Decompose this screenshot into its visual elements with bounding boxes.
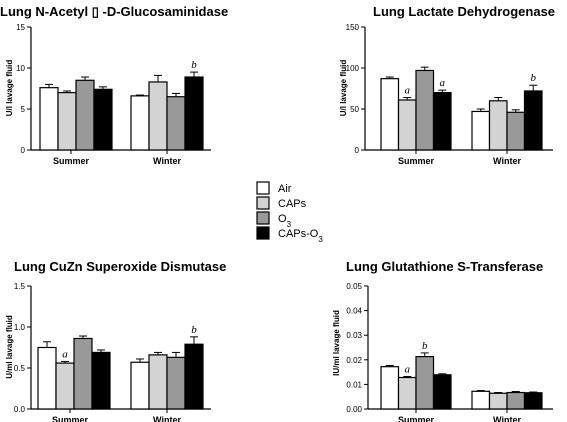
significance-label: a xyxy=(62,348,68,360)
bar xyxy=(380,366,400,410)
chart-title: Lung Glutathione S-Transferase xyxy=(346,259,543,274)
legend-label: CAPs-O3 xyxy=(278,228,323,244)
y-tick-label: 1.0 xyxy=(14,323,26,332)
y-tick-label: 10 xyxy=(16,64,25,73)
y-tick-label: 0.04 xyxy=(346,307,362,316)
significance-label: a xyxy=(405,85,411,97)
bar xyxy=(37,346,57,410)
y-tick-label: 0.5 xyxy=(14,364,26,373)
bar xyxy=(57,91,77,151)
bar xyxy=(506,391,526,410)
bar xyxy=(184,76,204,151)
y-axis-label: IU/ml lavage fluid xyxy=(332,310,341,376)
legend-swatch xyxy=(256,181,270,195)
bar xyxy=(488,100,508,151)
y-tick-label: 0 xyxy=(355,146,360,155)
bar xyxy=(397,99,417,151)
y-axis-label: U/l lavage fluid xyxy=(339,60,348,117)
y-tick-label: 5 xyxy=(21,105,26,114)
x-tick-label: Winter xyxy=(153,156,181,166)
bar xyxy=(75,79,95,151)
bar xyxy=(93,88,113,151)
significance-label: a xyxy=(405,364,411,376)
chart-title: Lung CuZn Superoxide Dismutase xyxy=(14,259,226,274)
y-tick-label: 0 xyxy=(21,146,26,155)
bar xyxy=(523,90,543,151)
y-tick-label: 150 xyxy=(346,23,360,32)
y-axis-label: U/ml lavage fluid xyxy=(5,315,14,379)
significance-label: b xyxy=(422,340,428,352)
chart-title: Lung N-Acetyl ▯ -D-Glucosaminidase xyxy=(0,4,228,19)
y-tick-label: 0.0 xyxy=(14,405,26,414)
y-tick-label: 0.03 xyxy=(346,331,362,340)
panel-n-acetyl-glucosaminidase: Lung N-Acetyl ▯ -D-Glucosaminidase U/l l… xyxy=(0,4,228,166)
y-tick-label: 0.00 xyxy=(346,405,362,414)
x-tick-label: Summer xyxy=(398,415,435,422)
panel-glutathione-s-transferase: Lung Glutathione S-Transferase IU/ml lav… xyxy=(332,259,553,422)
y-tick-label: 0.05 xyxy=(346,282,362,291)
bar xyxy=(73,337,93,410)
bar xyxy=(55,362,75,410)
bar xyxy=(184,343,204,410)
legend-label: CAPs xyxy=(278,198,307,210)
x-tick-label: Summer xyxy=(52,415,89,422)
y-axis-label: U/l lavage fluid xyxy=(5,60,14,117)
bar xyxy=(130,95,150,151)
significance-label: a xyxy=(440,77,446,89)
x-tick-label: Winter xyxy=(493,156,521,166)
significance-label: b xyxy=(191,324,197,336)
chart-title: Lung Lactate Dehydrogenase xyxy=(373,4,555,19)
bar xyxy=(432,91,452,151)
y-tick-label: 15 xyxy=(16,23,25,32)
y-tick-label: 100 xyxy=(346,64,360,73)
bar xyxy=(166,96,186,151)
significance-label: b xyxy=(191,59,197,71)
bar xyxy=(148,81,168,151)
panel-lactate-dehydrogenase: Lung Lactate Dehydrogenase U/l lavage fl… xyxy=(339,4,555,166)
x-tick-label: Summer xyxy=(53,156,90,166)
bar xyxy=(471,390,491,410)
legend-swatch xyxy=(256,211,270,225)
bar xyxy=(488,392,508,410)
x-tick-label: Winter xyxy=(153,415,181,422)
bar xyxy=(415,69,435,151)
significance-label: b xyxy=(531,72,537,84)
legend-swatch xyxy=(256,196,270,210)
bar xyxy=(91,351,111,410)
bar xyxy=(471,110,491,151)
bar xyxy=(523,392,543,410)
panel-cuzn-superoxide-dismutase: Lung CuZn Superoxide Dismutase U/ml lava… xyxy=(5,259,226,422)
legend-label: Air xyxy=(278,183,292,195)
bar xyxy=(148,354,168,410)
legend-swatch xyxy=(256,226,270,240)
legend-label: O3 xyxy=(278,213,292,229)
bar xyxy=(432,374,452,410)
x-tick-label: Summer xyxy=(398,156,435,166)
y-tick-label: 50 xyxy=(350,105,359,114)
y-tick-label: 0.01 xyxy=(346,380,362,389)
bar xyxy=(380,78,400,151)
y-tick-label: 0.02 xyxy=(346,356,362,365)
bar xyxy=(415,356,435,410)
x-tick-label: Winter xyxy=(493,415,521,422)
bar xyxy=(506,111,526,151)
bar xyxy=(39,87,59,151)
bar xyxy=(397,376,417,410)
bar xyxy=(166,356,186,410)
bar xyxy=(130,361,150,410)
y-tick-label: 1.5 xyxy=(14,282,26,291)
